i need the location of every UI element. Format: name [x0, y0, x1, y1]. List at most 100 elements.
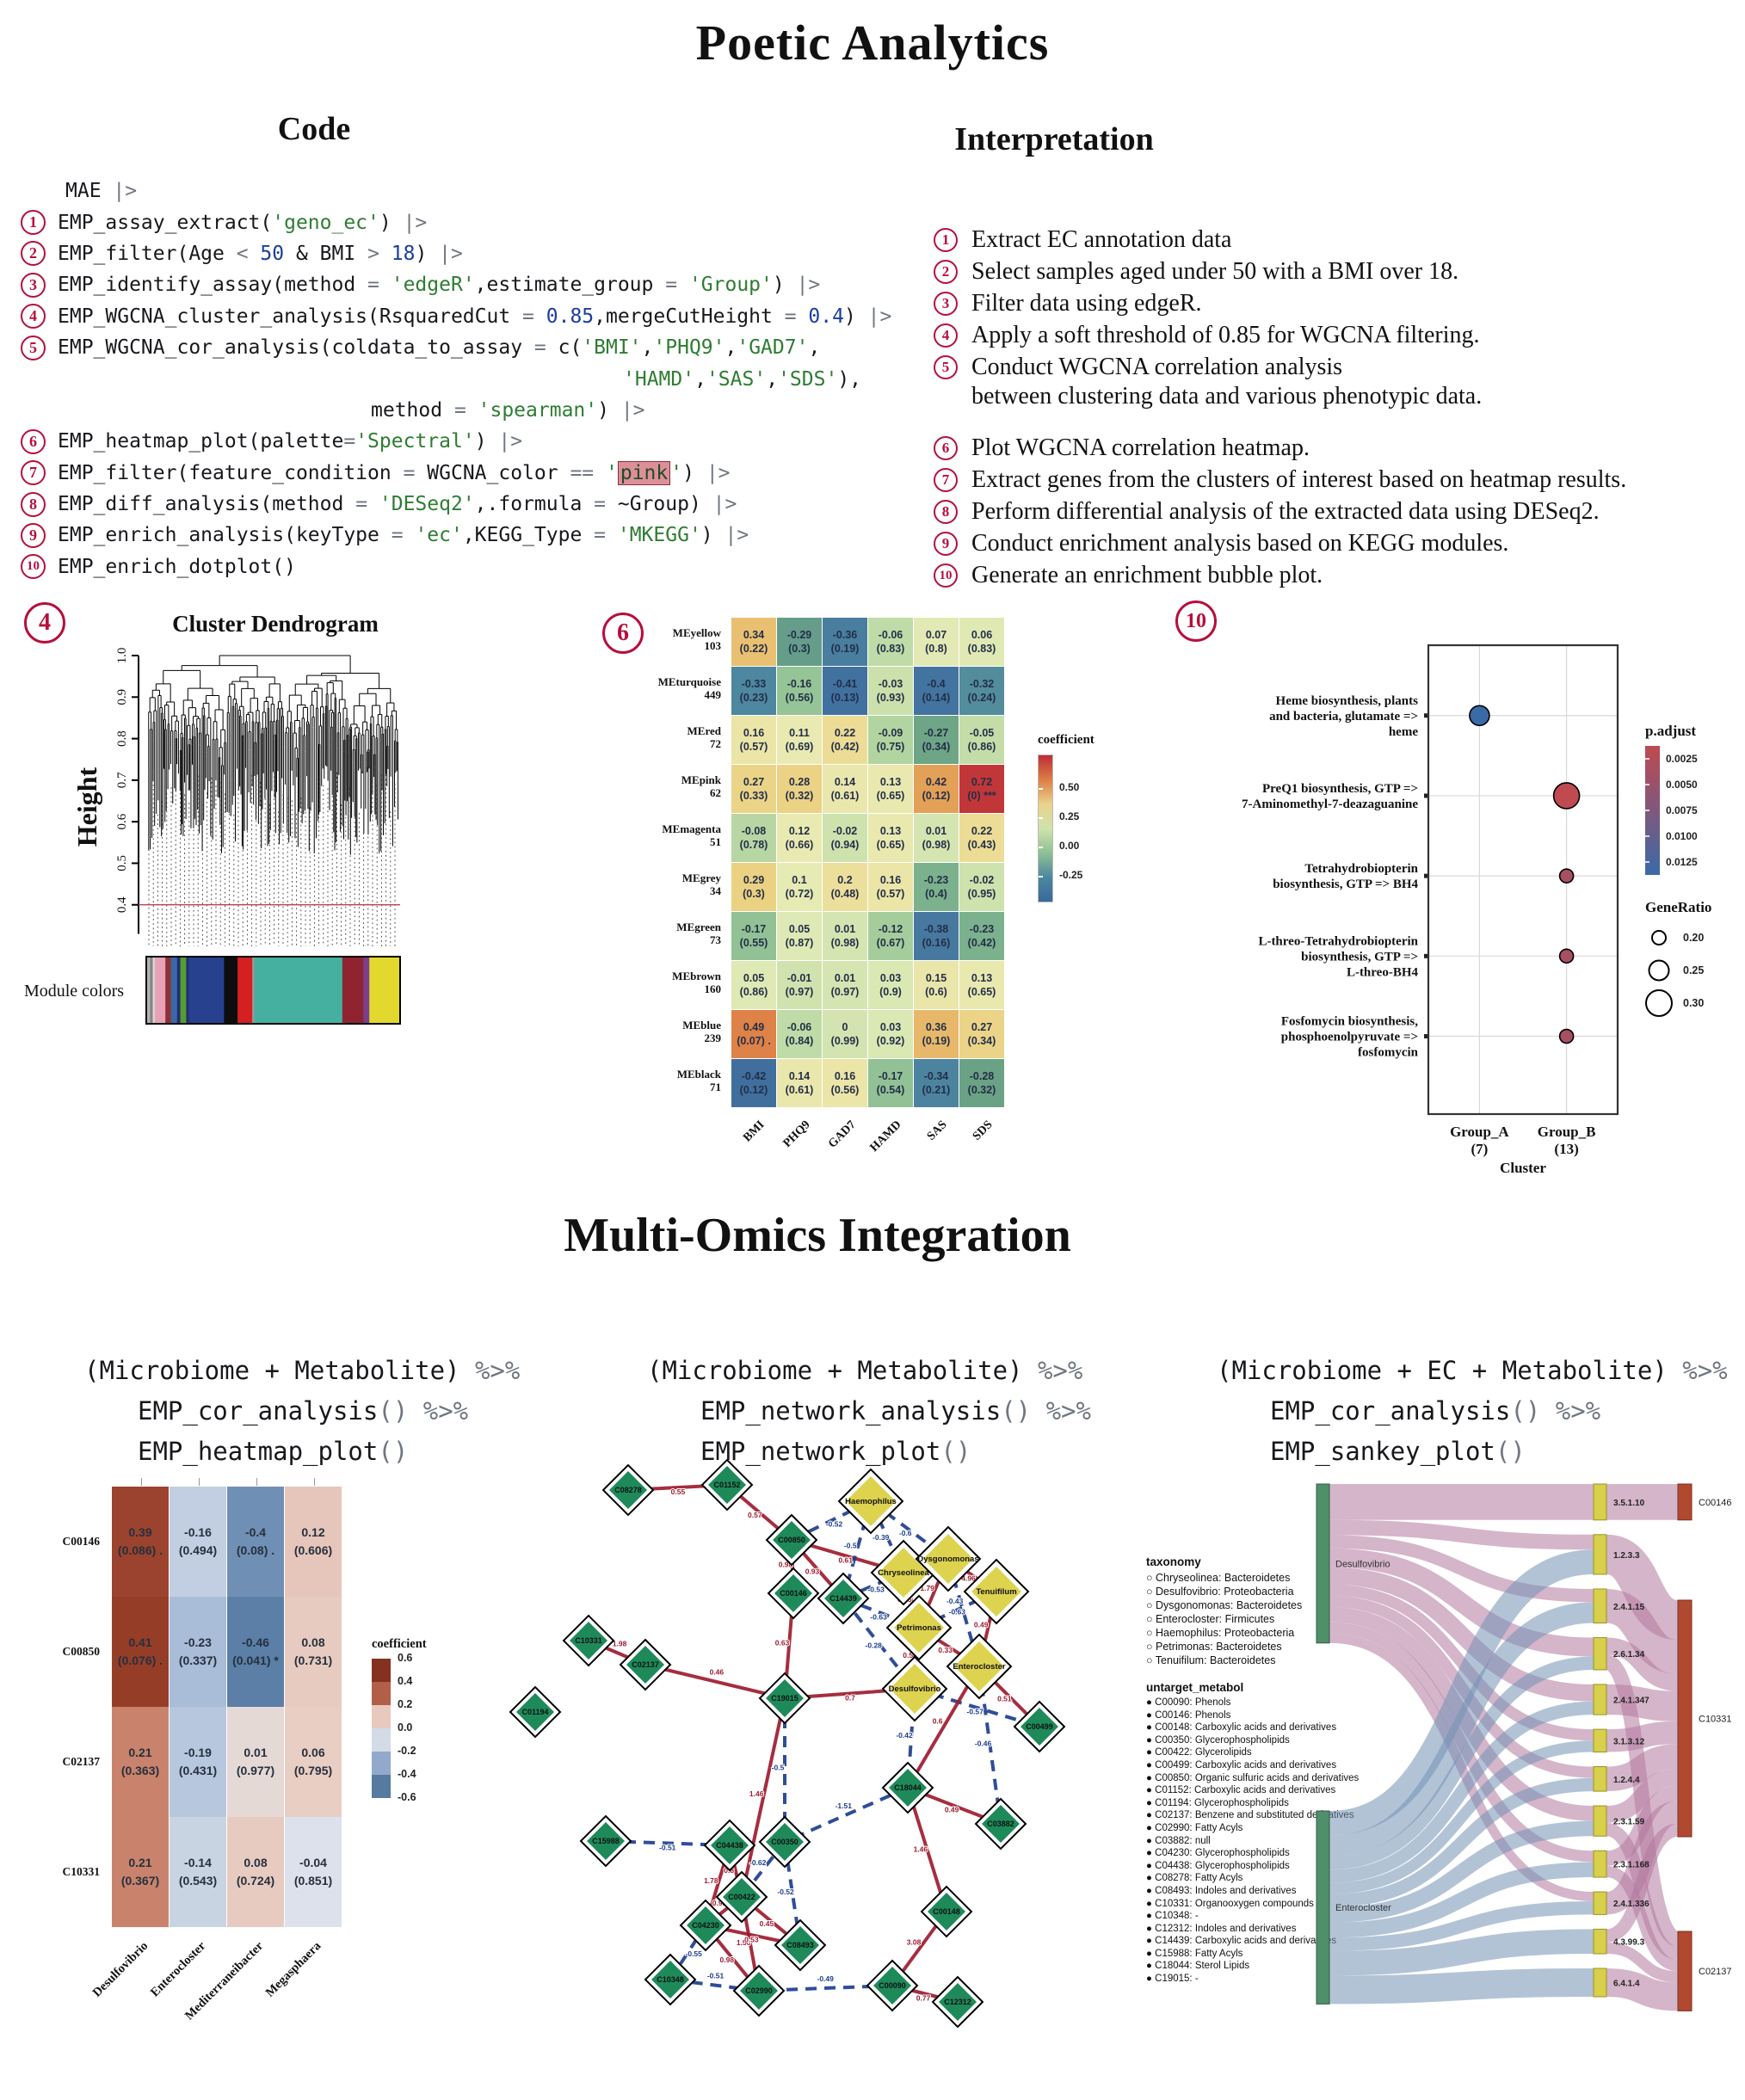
code-token: = — [594, 493, 618, 516]
svg-text:C00146: C00146 — [1699, 1498, 1732, 1508]
svg-text:Enterocloster: Enterocloster — [1335, 1903, 1391, 1913]
code-token: ) — [379, 211, 404, 234]
cell-value: -0.17 — [741, 923, 767, 935]
code-token: EMP_cor_analysis — [138, 1396, 379, 1426]
heatmap-cell: -0.46 (0.041) * — [227, 1597, 284, 1707]
cell-pvalue: (0.65) — [876, 839, 905, 851]
svg-text:C01194: C01194 — [521, 1708, 548, 1716]
cell-pvalue: (0.75) — [876, 741, 905, 753]
code-token: ) — [415, 242, 440, 265]
cell-pvalue: (0.55) — [739, 937, 768, 949]
code-token: pink — [617, 460, 671, 485]
heatmap-cell: 0.72 (0) *** — [959, 765, 1004, 813]
cell-pvalue: (0.19) — [830, 643, 860, 655]
heatmap-cell: 0.21 (0.367) — [112, 1817, 169, 1927]
interpretation-text: Plot WGCNA correlation heatmap. — [971, 434, 1310, 463]
svg-text:C00146: C00146 — [780, 1589, 807, 1598]
svg-text:C02137: C02137 — [1699, 1967, 1732, 1977]
svg-text:1.0: 1.0 — [115, 648, 129, 664]
cell-pvalue: (0.8) — [925, 643, 947, 655]
legend-tick: -0.2 — [398, 1745, 416, 1757]
svg-text:Haemophilus: Haemophilus — [845, 1497, 897, 1506]
cell-pvalue: (0.724) — [236, 1873, 275, 1888]
heatmap-cell: -0.16 (0.494) — [170, 1487, 226, 1597]
code-token: = — [343, 430, 356, 453]
cell-value: 0.41 — [128, 1635, 152, 1649]
heatmap-cell: -0.03 (0.93) — [868, 667, 913, 715]
cell-value: -0.23 — [184, 1635, 212, 1649]
cell-pvalue: (0.363) — [120, 1763, 160, 1777]
cell-value: -0.34 — [923, 1070, 949, 1082]
cell-value: -0.46 — [242, 1635, 269, 1649]
svg-text:0.9: 0.9 — [115, 689, 129, 705]
heatmap-cell: 0.13 (0.65) — [868, 765, 913, 813]
code-section-title: Code — [277, 111, 351, 147]
module-name: MEred — [687, 724, 721, 737]
code-line: method = 'spearman') |> — [21, 395, 933, 426]
svg-text:fosfomycin: fosfomycin — [1358, 1046, 1419, 1060]
panel-sankey-plot: Desulfovibrio Enterocloster 3.5.1.10 1.2.3.… — [1316, 1483, 1732, 2011]
code-token: = — [391, 524, 416, 547]
svg-text:0.0025: 0.0025 — [1666, 753, 1698, 765]
heatmap-cell: 0.22 (0.42) — [823, 716, 867, 764]
taxonomy-legend-item: ○ Tenuifilum: Bacteroidetes — [1146, 1654, 1276, 1666]
cell-value: -0.28 — [969, 1070, 995, 1082]
svg-text:C10348: C10348 — [657, 1975, 684, 1984]
cell-pvalue: (0.97) — [830, 986, 860, 998]
code-line: 'HAMD', 'SAS', 'SDS'), — [21, 363, 933, 394]
cell-pvalue: (0.86) — [967, 741, 996, 753]
module-count: 73 — [710, 933, 721, 946]
cell-pvalue: (0.65) — [876, 790, 905, 802]
step-number: 7 — [21, 460, 46, 486]
heatmap-cell: -0.19 (0.431) — [170, 1707, 226, 1817]
svg-text:0.63: 0.63 — [775, 1638, 790, 1647]
svg-text:0.7: 0.7 — [115, 772, 129, 788]
cell-value: 0.42 — [925, 776, 947, 788]
interpretation-item: 7 Extract genes from the clusters of inte… — [934, 465, 1742, 495]
code-token: |> — [712, 493, 737, 516]
module-count: 103 — [704, 639, 722, 652]
svg-text:3.08: 3.08 — [907, 1937, 922, 1946]
cell-value: 0.16 — [834, 1070, 856, 1082]
heatmap-cell: 0.05 (0.87) — [777, 912, 822, 960]
code-token: 'SDS' — [778, 367, 838, 391]
heatmap-cell: -0.36 (0.19) — [823, 618, 867, 666]
heatmap-cell: -0.4 (0.08) . — [227, 1487, 284, 1597]
cell-value: 0.14 — [788, 1070, 811, 1082]
code-token: ) — [772, 274, 797, 297]
module-name: MEturquoise — [657, 675, 721, 688]
step-number: 3 — [934, 292, 958, 316]
heatmap-cell: -0.34 (0.21) — [914, 1059, 959, 1107]
cell-pvalue: (0.606) — [293, 1543, 333, 1557]
panel-network-plot: 0.55 0.57 0.98 0.93 -0.52 0.61 -0.39 -0.6 -0.5 -1… — [509, 1458, 1066, 2029]
page-title: Poetic Analytics — [695, 15, 1050, 71]
cell-value: -0.4 — [244, 1524, 267, 1539]
omics-code-block: (Microbiome + Metabolite) %>% EMP_network… — [647, 1356, 1091, 1477]
heatmap-cell: -0.29 (0.3) — [777, 618, 822, 666]
cell-value: 0.16 — [879, 874, 902, 886]
heatmap-cell: -0.16 (0.56) — [777, 667, 822, 715]
code-panel: MAE |> 1 EMP_assay_extract('geno_ec') |> 2 E… — [21, 176, 933, 582]
code-token: < — [236, 242, 261, 265]
code-line: 5 EMP_WGCNA_cor_analysis(coldata_to_assay… — [21, 332, 933, 363]
cell-value: 0.07 — [925, 629, 947, 641]
code-token — [1540, 1396, 1555, 1426]
cell-pvalue: (0.543) — [178, 1873, 218, 1888]
cell-pvalue: (0.42) — [967, 937, 996, 949]
cell-pvalue: (0.83) — [967, 643, 996, 655]
code-token: & BMI — [284, 242, 368, 265]
interpretation-line: Conduct enrichment analysis based on KEG… — [971, 530, 1509, 557]
heatmap-cell: 0 (0.99) — [823, 1010, 867, 1058]
code-token: ,mergeCutHeight — [594, 305, 785, 328]
svg-text:C04438: C04438 — [716, 1841, 743, 1850]
cell-value: 0.27 — [971, 1021, 993, 1033]
heatmap-cell: 0.42 (0.12) — [914, 765, 959, 813]
cell-pvalue: (0.33) — [739, 790, 768, 802]
cell-value: 0.06 — [971, 629, 993, 641]
heatmap-cell: -0.38 (0.16) — [914, 912, 959, 960]
heatmap-cell: 0.12 (0.606) — [285, 1487, 342, 1597]
col-tick — [313, 1478, 315, 1486]
legend-gradient: 0.50 0.25 0.00 -0.25 — [1038, 754, 1082, 902]
code-token: |> — [725, 524, 749, 547]
module-count: 449 — [704, 688, 722, 701]
